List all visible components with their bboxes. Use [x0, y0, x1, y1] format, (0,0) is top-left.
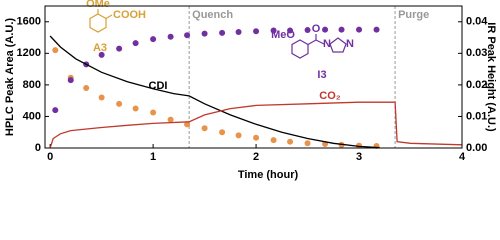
point — [52, 47, 59, 54]
point — [150, 36, 157, 43]
point — [98, 51, 105, 58]
x-tick-label: 3 — [356, 151, 362, 163]
y-tick-label: 0 — [35, 142, 41, 154]
y2-tick-label: 0.02 — [466, 79, 487, 91]
series-label: CO₂ — [319, 90, 341, 102]
chart: Time (hour) HPLC Peak Area (A.U.) IR Pea… — [4, 0, 497, 181]
structure-label: OMe — [86, 0, 110, 10]
point — [253, 28, 260, 35]
y2-tick-label: 0.00 — [466, 142, 487, 154]
ring — [329, 37, 347, 53]
point — [201, 125, 208, 132]
y2-tick-label: 0.04 — [466, 16, 488, 28]
y-tick-label: 1600 — [17, 16, 41, 28]
bond — [315, 39, 325, 45]
plot-frame — [44, 5, 463, 149]
point — [132, 105, 139, 112]
line — [49, 101, 463, 149]
bond — [307, 39, 317, 46]
point — [184, 32, 191, 39]
point — [132, 40, 139, 47]
structure-label: COOH — [113, 9, 146, 21]
point — [304, 27, 311, 34]
y-tick-label: 400 — [23, 110, 41, 122]
point — [98, 94, 105, 101]
bond — [105, 14, 113, 20]
point — [184, 121, 191, 128]
x-axis-title: Time (hour) — [238, 169, 299, 181]
point — [270, 27, 277, 34]
series-label: I3 — [317, 69, 326, 81]
event-label: Quench — [192, 9, 233, 21]
point — [304, 140, 311, 147]
point — [270, 137, 277, 144]
series-label: CDI — [149, 80, 168, 92]
point — [287, 27, 294, 34]
y2-axis-title: IR Peak Height (A.U.) — [485, 22, 497, 132]
point — [219, 29, 226, 36]
structure-label: N — [323, 38, 331, 50]
point — [67, 77, 74, 84]
point — [83, 85, 90, 92]
point — [287, 138, 294, 145]
ring — [89, 13, 107, 33]
structure-a3 — [89, 9, 113, 33]
structure-label: O — [312, 23, 321, 35]
x-tick-label: 4 — [459, 151, 466, 163]
y-tick-label: 800 — [23, 79, 41, 91]
point — [338, 26, 345, 33]
point — [356, 26, 363, 33]
point — [235, 29, 242, 36]
y2-tick-label: 0.03 — [466, 47, 487, 59]
line — [49, 35, 380, 149]
point — [150, 109, 157, 116]
point — [167, 33, 174, 40]
point — [52, 107, 59, 114]
y-axis-title: HPLC Peak Area (A.U.) — [4, 18, 16, 137]
point — [116, 100, 123, 107]
structure-label: N — [346, 38, 354, 50]
y-tick-label: 1200 — [17, 47, 41, 59]
event-label: Purge — [398, 9, 429, 21]
series-label: A3 — [93, 42, 107, 54]
point — [373, 26, 380, 33]
point — [201, 30, 208, 37]
point — [167, 116, 174, 123]
y2-tick-label: 0.01 — [466, 110, 487, 122]
structure-i3 — [291, 34, 347, 59]
x-tick-label: 0 — [47, 151, 53, 163]
point — [116, 45, 123, 52]
x-tick-label: 2 — [253, 151, 259, 163]
point — [235, 132, 242, 139]
point — [253, 134, 260, 141]
point — [322, 26, 329, 33]
point — [219, 129, 226, 136]
x-tick-label: 1 — [150, 151, 156, 163]
ring — [291, 39, 309, 59]
